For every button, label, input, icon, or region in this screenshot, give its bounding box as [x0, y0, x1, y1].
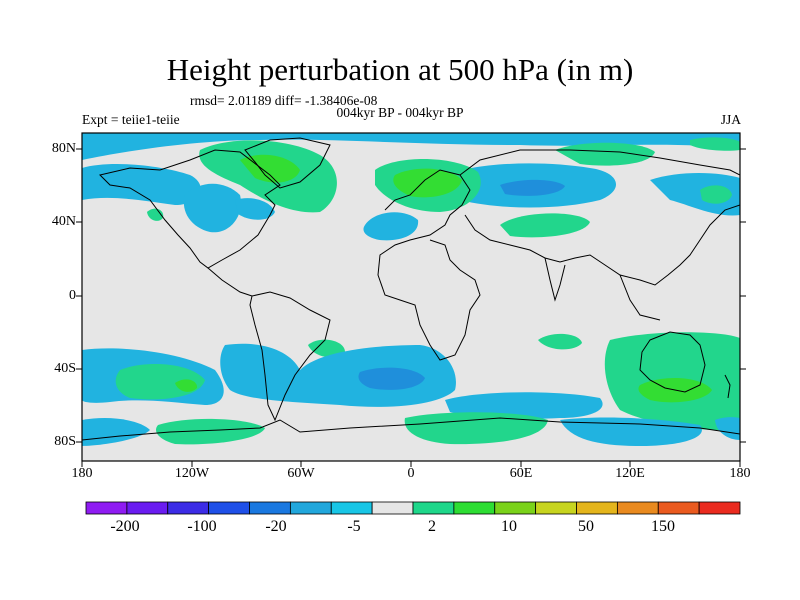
coast-north-america — [99, 149, 281, 269]
colorbar-label: 150 — [651, 518, 675, 535]
contour-neg-natl — [363, 212, 419, 241]
colorbar-swatch — [249, 501, 291, 515]
contour-neg-pacific — [650, 173, 740, 216]
contour-neg-satl — [220, 343, 456, 407]
colorbar-swatch — [616, 501, 659, 515]
colorbar-label: -100 — [187, 518, 217, 535]
season-label: JJA — [720, 112, 741, 127]
experiment-label: Expt = teiie1-teiie — [82, 112, 180, 127]
lat-tick-label: 0 — [69, 288, 76, 303]
colorbar-swatch — [167, 501, 210, 515]
lon-tick-label: 60E — [509, 466, 533, 481]
contour-pos-sa — [308, 339, 345, 358]
colorbar-swatch — [208, 501, 250, 515]
colorbar-label: -5 — [347, 518, 361, 535]
colorbar-swatch — [576, 501, 618, 515]
contour-pos-arctic-east — [690, 137, 740, 151]
colorbar-swatch — [126, 501, 169, 515]
lon-tick-label: 0 — [407, 466, 415, 481]
contour-pos-asia-ne — [555, 142, 655, 166]
colorbar-label: -20 — [265, 518, 287, 535]
contour-pos-asia-east — [500, 213, 590, 238]
contour-neg-so-east — [560, 417, 702, 446]
coast-india — [544, 257, 566, 302]
colorbar-label: 2 — [428, 518, 436, 535]
coastlines — [82, 137, 740, 441]
colorbar — [85, 501, 741, 515]
contour-neg-so-west — [82, 418, 150, 446]
colorbar-swatch — [453, 501, 496, 515]
colorbar-swatch — [289, 501, 332, 515]
contour-pos-ind — [538, 333, 582, 350]
lon-tick-label: 180 — [71, 466, 93, 481]
colorbar-swatch — [371, 501, 414, 515]
coast-antarctica — [82, 417, 740, 441]
lat-tick-label: 40S — [54, 361, 76, 376]
contour-pos-so-west — [155, 418, 265, 445]
map-title: Height perturbation at 500 hPa (in m) — [166, 52, 634, 87]
contour-pos-sio — [404, 412, 548, 445]
colorbar-swatch — [85, 501, 128, 515]
lat-tick-label: 80N — [51, 141, 76, 156]
colorbar-label: -200 — [110, 518, 140, 535]
contour-neg-namerica — [235, 198, 275, 220]
colorbar-swatch — [698, 501, 741, 515]
coast-australia — [639, 331, 706, 393]
contour-neg-canada — [183, 183, 241, 233]
colorbar-label: 50 — [578, 518, 594, 535]
lon-tick-label: 60W — [287, 466, 315, 481]
coast-new-zealand — [724, 374, 731, 399]
coast-europe-africa — [377, 169, 481, 361]
lat-tick-label: 40N — [51, 214, 76, 229]
contour-neg-npac — [82, 164, 201, 205]
period-label: 004kyr BP - 004kyr BP — [336, 105, 464, 120]
lon-tick-label: 180 — [729, 466, 751, 481]
colorbar-swatch — [494, 501, 537, 515]
stats-line: rmsd= 2.01189 diff= -1.38406e-08 — [190, 93, 378, 108]
colorbar-swatch — [535, 501, 577, 515]
colorbar-label: 10 — [501, 518, 517, 535]
colorbar-swatch — [412, 501, 455, 515]
coast-asia — [459, 149, 740, 286]
axis-ticks — [76, 148, 746, 467]
coast-central-america — [207, 267, 253, 297]
coast-greenland — [244, 137, 331, 189]
contour-neg-asia-core — [500, 179, 565, 196]
contour-pos-europe-core — [393, 168, 462, 198]
colorbar-swatch — [657, 501, 700, 515]
coast-south-america — [249, 291, 331, 422]
contour-pos-spac-core — [175, 379, 198, 392]
contour-neg-sio — [445, 392, 603, 419]
contour-neg-satl-core — [358, 367, 425, 390]
lon-tick-label: 120W — [174, 466, 210, 481]
contour-neg-so-far-east — [715, 417, 740, 440]
lat-tick-label: 80S — [54, 434, 76, 449]
colorbar-swatch — [330, 501, 373, 515]
contour-neg-arctic — [82, 133, 740, 160]
contour-fields — [82, 133, 740, 446]
lon-tick-label: 120E — [615, 466, 645, 481]
coast-se-asia — [619, 274, 661, 321]
contour-pos-ne-pac — [700, 185, 732, 204]
